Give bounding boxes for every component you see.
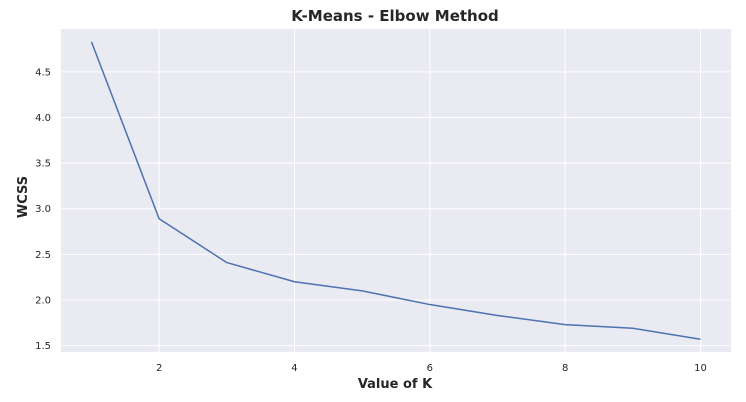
wcss-series-line: [90, 41, 701, 340]
series-layer: [90, 41, 701, 340]
y-tick-label: 4.0: [35, 113, 51, 124]
x-axis-label: Value of K: [358, 377, 433, 392]
tick-layer: 2 4 6 8 10 1.5 2.0 2.5 3.0 3.5 4.0 4.5: [35, 67, 707, 374]
x-tick-label: 4: [291, 363, 297, 374]
y-tick-label: 2.5: [35, 250, 51, 261]
y-tick-label: 3.0: [35, 204, 51, 215]
y-tick-label: 4.5: [35, 67, 51, 78]
y-tick-label: 3.5: [35, 159, 51, 170]
plot-area: [61, 29, 731, 352]
x-tick-label: 10: [694, 363, 707, 374]
x-tick-label: 2: [156, 363, 162, 374]
y-axis-label: WCSS: [16, 176, 31, 218]
chart-title: K-Means - Elbow Method: [291, 7, 499, 25]
y-tick-label: 2.0: [35, 295, 51, 306]
x-tick-label: 8: [562, 363, 568, 374]
y-tick-label: 1.5: [35, 341, 51, 352]
x-tick-label: 6: [427, 363, 433, 374]
grid-layer: [61, 29, 731, 352]
